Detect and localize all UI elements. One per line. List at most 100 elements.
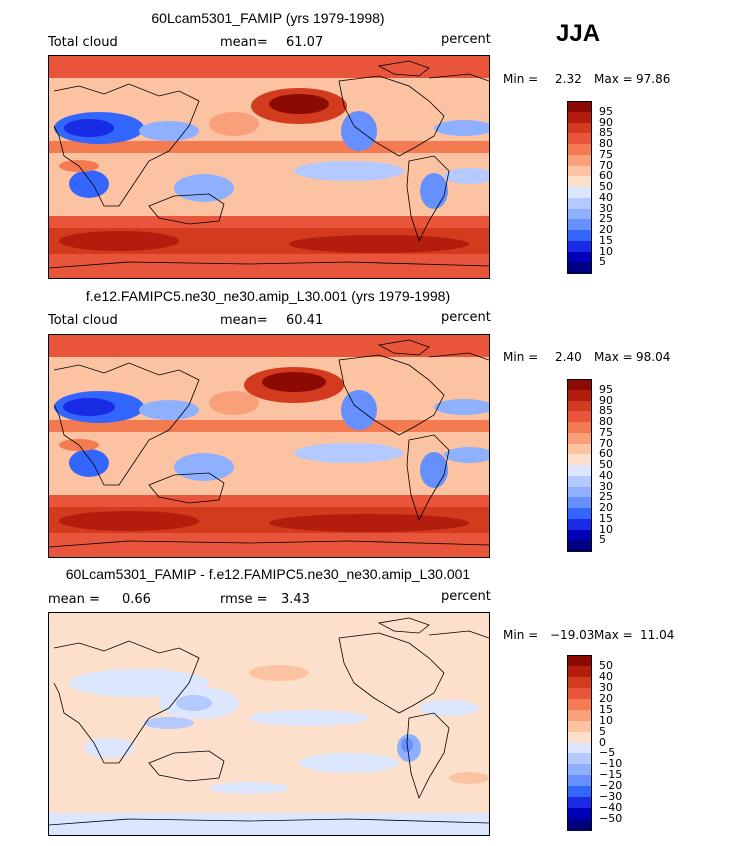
colorbar-swatch: [567, 133, 592, 145]
colorbar-swatch: [567, 529, 592, 541]
colorbar-tick-label: 10: [599, 244, 613, 258]
panel-2-min-value: 2.40: [555, 350, 582, 364]
panel-2-max-label: Max =: [594, 350, 633, 364]
colorbar-swatch: [567, 176, 592, 188]
panel-3-min-label: Min =: [503, 628, 539, 642]
colorbar-swatch: [567, 154, 592, 166]
panel-3-max-value: 11.04: [640, 628, 675, 642]
colorbar-swatch: [567, 208, 592, 220]
panel-1-max-label: Max =: [594, 72, 633, 86]
colorbar-tick-label: 30: [599, 680, 613, 694]
colorbar-swatch: [567, 720, 592, 733]
colorbar-swatch: [567, 764, 592, 776]
colorbar-tick-label: 60: [599, 447, 613, 461]
colorbar-tick-label: 15: [599, 233, 613, 247]
colorbar-tick-label: 15: [599, 511, 613, 525]
colorbar-tick-label: −40: [599, 801, 623, 815]
colorbar-swatch: [567, 655, 592, 667]
panel-2-units: percent: [441, 310, 491, 325]
colorbar-tick-label: 20: [599, 501, 613, 514]
colorbar-tick-label: 95: [599, 382, 613, 396]
panel-1-min-value: 2.32: [555, 72, 582, 86]
colorbar-swatch: [567, 808, 592, 820]
colorbar-swatch: [567, 411, 592, 423]
colorbar-tick-label: −30: [599, 790, 623, 804]
colorbar-swatch: [567, 797, 592, 809]
panel-1-map-svg: [49, 56, 489, 278]
colorbar-tick-label: 85: [599, 126, 613, 140]
colorbar-swatch: [567, 165, 592, 177]
colorbar-swatch: [567, 465, 592, 477]
colorbar-tick-label: 60: [599, 169, 613, 183]
panel-1-max-value: 97.86: [636, 72, 671, 86]
colorbar-tick-label: −10: [599, 757, 623, 771]
colorbar-swatch: [567, 786, 592, 798]
panel-1-map: [48, 55, 490, 279]
colorbar-swatch: [567, 665, 592, 678]
colorbar-swatch: [567, 742, 592, 754]
panel-2-colorbar: 95 90 85 80 75 70 60 50 40 30 25 20 15 10 5: [567, 379, 627, 552]
colorbar-tick-label: 50: [599, 180, 613, 193]
panel-3-rmse-label: rmse =: [220, 592, 268, 607]
colorbar-swatch: [567, 753, 592, 765]
panel-3-mean-label: mean =: [48, 592, 100, 607]
colorbar-swatch: [567, 219, 592, 231]
colorbar-tick-label: 30: [599, 201, 613, 215]
colorbar-swatch: [567, 251, 592, 263]
colorbar-tick-label: 50: [599, 458, 613, 471]
panel-2-title: f.e12.FAMIPC5.ne30_ne30.amip_L30.001 (yr…: [85, 288, 451, 304]
colorbar-swatch: [567, 379, 592, 391]
colorbar-swatch: [567, 709, 592, 722]
colorbar-tick-label: 75: [599, 425, 613, 439]
colorbar-swatch: [567, 540, 592, 552]
panel-1-title: 60Lcam5301_FAMIP (yrs 1979-1998): [151, 10, 385, 26]
colorbar-tick-label: 30: [599, 479, 613, 493]
colorbar-swatch: [567, 676, 592, 689]
colorbar-tick-label: 10: [599, 522, 613, 536]
panel-3-map-svg: [49, 613, 489, 835]
panel-1-variable-label: Total cloud: [48, 35, 118, 50]
colorbar-tick-label: 80: [599, 415, 613, 428]
colorbar-swatch: [567, 508, 592, 520]
colorbar-tick-label: 85: [599, 404, 613, 418]
colorbar-tick-label: 5: [599, 255, 606, 269]
colorbar-tick-label: 40: [599, 669, 613, 683]
colorbar-tick-label: −20: [599, 779, 623, 793]
colorbar-swatch: [567, 475, 592, 487]
colorbar-tick-label: −15: [599, 768, 623, 782]
colorbar-tick-label: 90: [599, 115, 613, 129]
colorbar-swatch: [567, 187, 592, 199]
colorbar-swatch: [567, 775, 592, 787]
colorbar-tick-label: 0: [599, 735, 606, 749]
colorbar-swatch: [567, 197, 592, 209]
colorbar-swatch: [567, 486, 592, 498]
colorbar-swatch: [567, 111, 592, 123]
colorbar-swatch: [567, 497, 592, 509]
colorbar-swatch: [567, 240, 592, 252]
colorbar-tick-label: 10: [599, 713, 613, 727]
colorbar-swatch: [567, 101, 592, 113]
panel-3-mean-value: 0.66: [122, 592, 151, 607]
colorbar-swatch: [567, 422, 592, 434]
season-label: JJA: [556, 20, 601, 47]
panel-1-mean-label: mean=: [220, 35, 268, 50]
colorbar-tick-label: 25: [599, 212, 613, 226]
colorbar-tick-label: 80: [599, 137, 613, 150]
panel-3-rmse-value: 3.43: [281, 592, 310, 607]
panel-2-map-svg: [49, 335, 489, 557]
colorbar-tick-label: 15: [599, 702, 613, 716]
colorbar-tick-label: 90: [599, 393, 613, 407]
panel-3-colorbar: 50 40 30 20 15 10 5 0 −5 −10 −15 −20 −30 −40 −50: [567, 655, 627, 831]
colorbar-tick-label: 50: [599, 658, 613, 672]
colorbar-tick-label: −50: [599, 812, 623, 826]
colorbar-swatch: [567, 454, 592, 466]
panel-3-max-label: Max =: [594, 628, 633, 642]
colorbar-swatch: [567, 230, 592, 242]
panel-3-min-value: −19.03: [550, 628, 595, 642]
colorbar-swatch: [567, 443, 592, 455]
colorbar-tick-label: 75: [599, 147, 613, 161]
colorbar-tick-label: 20: [599, 223, 613, 236]
colorbar-tick-label: 70: [599, 436, 613, 450]
colorbar-tick-label: 25: [599, 490, 613, 504]
panel-1-colorbar: 95 90 85 80 75 70 60 50 40 30 25 20 15 10 5: [567, 101, 627, 274]
